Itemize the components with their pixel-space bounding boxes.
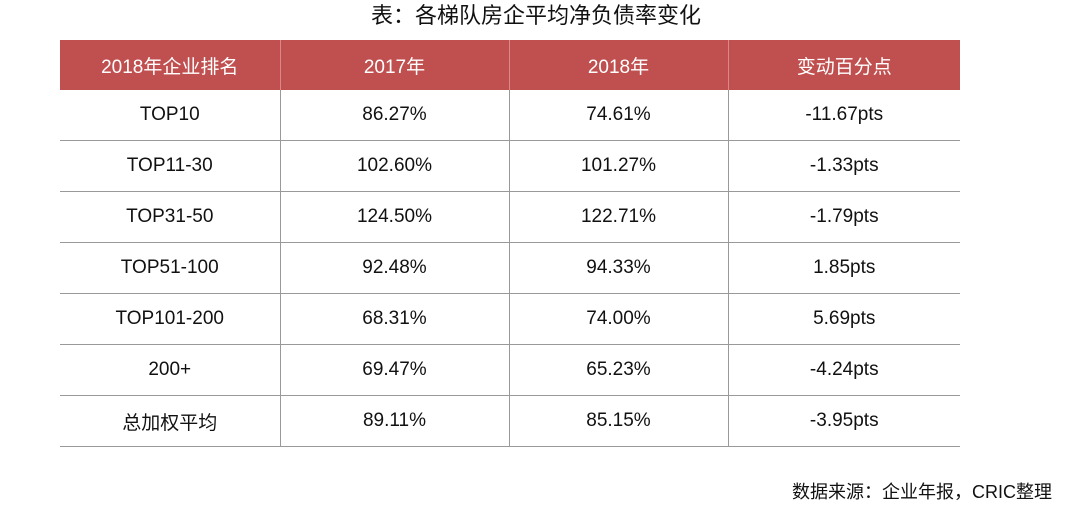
header-cell: 变动百分点 (727, 40, 960, 90)
table-cell: 74.00% (508, 293, 728, 345)
table-cell: 69.47% (279, 344, 509, 396)
table-cell: 102.60% (279, 140, 509, 192)
table-row: 总加权平均 89.11% 85.15% -3.95pts (60, 395, 960, 447)
table-cell: TOP101-200 (60, 293, 280, 345)
table-row: TOP10 86.27% 74.61% -11.67pts (60, 90, 960, 141)
header-cell: 2017年 (279, 40, 509, 90)
table-row: TOP31-50 124.50% 122.71% -1.79pts (60, 191, 960, 243)
table-cell: 65.23% (508, 344, 728, 396)
table-cell: 68.31% (279, 293, 509, 345)
table-row: TOP11-30 102.60% 101.27% -1.33pts (60, 140, 960, 192)
table-cell: 85.15% (508, 395, 728, 447)
table-cell: 1.85pts (727, 242, 960, 294)
data-table: 2018年企业排名 2017年 2018年 变动百分点 TOP10 86.27% 74.6… (60, 40, 960, 447)
table-cell: 101.27% (508, 140, 728, 192)
table-cell: 总加权平均 (60, 395, 280, 447)
table-cell: 122.71% (508, 191, 728, 243)
table-cell: 74.61% (508, 90, 728, 141)
table-cell: 92.48% (279, 242, 509, 294)
table-row: TOP101-200 68.31% 74.00% 5.69pts (60, 293, 960, 345)
table-cell: 94.33% (508, 242, 728, 294)
table-cell: -11.67pts (727, 90, 960, 141)
table-cell: 5.69pts (727, 293, 960, 345)
table-body: TOP10 86.27% 74.61% -11.67pts TOP11-30 102.60… (60, 90, 960, 447)
table-cell: 200+ (60, 344, 280, 396)
table-cell: 89.11% (279, 395, 509, 447)
table-cell: 86.27% (279, 90, 509, 141)
table-cell: 124.50% (279, 191, 509, 243)
header-row: 2018年企业排名 2017年 2018年 变动百分点 (60, 40, 960, 90)
table-cell: TOP11-30 (60, 140, 280, 192)
header-cell: 2018年 (508, 40, 728, 90)
table-cell: -1.79pts (727, 191, 960, 243)
table-cell: -4.24pts (727, 344, 960, 396)
table-cell: TOP51-100 (60, 242, 280, 294)
table-cell: -3.95pts (727, 395, 960, 447)
table-cell: TOP10 (60, 90, 280, 141)
header-cell: 2018年企业排名 (60, 40, 280, 90)
table-cell: TOP31-50 (60, 191, 280, 243)
source-note: 数据来源：企业年报，CRIC整理 (792, 482, 1052, 502)
table-row: 200+ 69.47% 65.23% -4.24pts (60, 344, 960, 396)
table-cell: -1.33pts (727, 140, 960, 192)
table-title: 表：各梯队房企平均净负债率变化 (370, 3, 701, 28)
table-row: TOP51-100 92.48% 94.33% 1.85pts (60, 242, 960, 294)
